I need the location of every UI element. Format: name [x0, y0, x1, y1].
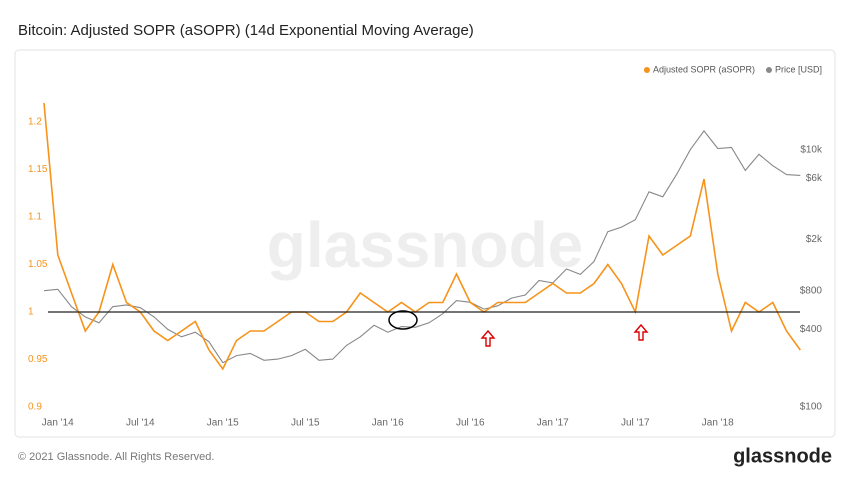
y2-tick-label: $10k [800, 144, 823, 155]
x-tick-label: Jan '16 [372, 418, 404, 429]
legend-label: Adjusted SOPR (aSOPR) [653, 64, 755, 74]
x-tick-label: Jul '16 [456, 418, 485, 429]
y-tick-label: 1.15 [28, 164, 48, 175]
arrow [633, 323, 649, 341]
x-tick-label: Jan '17 [537, 418, 569, 429]
chart-title: Bitcoin: Adjusted SOPR (aSOPR) (14d Expo… [18, 22, 474, 39]
y-tick-label: 0.9 [28, 402, 42, 413]
x-tick-label: Jan '15 [207, 418, 239, 429]
x-tick-label: Jul '14 [126, 418, 155, 429]
arrow [480, 329, 496, 347]
y2-tick-label: $400 [800, 324, 823, 335]
y-tick-label: 1 [28, 307, 34, 318]
legend-marker [643, 67, 650, 73]
series-line [43, 102, 801, 371]
y2-tick-label: $2k [806, 234, 823, 245]
x-tick-label: Jul '15 [291, 418, 320, 429]
watermark: glassnode [267, 209, 584, 281]
plot-area: 0.9 0.95 1 1.05 1.1 1.15 1.2 $100 $400 $800 $2k $6k… [28, 64, 823, 428]
y-tick-label: 1.1 [28, 212, 42, 223]
brand: glassnode [733, 445, 832, 467]
y-tick-label: 1.05 [28, 259, 48, 270]
y-tick-label: 1.2 [28, 117, 42, 128]
legend-label: Price [USD] [775, 64, 822, 74]
y2-tick-label: $800 [800, 285, 823, 296]
y2-tick-label: $6k [806, 173, 823, 184]
series-line [43, 129, 801, 364]
highlight-circle [388, 310, 418, 330]
x-tick-label: Jan '14 [42, 418, 74, 429]
legend-marker [765, 67, 772, 73]
x-tick-label: Jan '18 [702, 418, 734, 429]
x-tick-label: Jul '17 [621, 418, 650, 429]
footer: © 2021 Glassnode. All Rights Reserved. [18, 451, 214, 463]
y-tick-label: 0.95 [28, 354, 48, 365]
y2-tick-label: $100 [800, 401, 823, 412]
chart-frame [14, 49, 836, 438]
